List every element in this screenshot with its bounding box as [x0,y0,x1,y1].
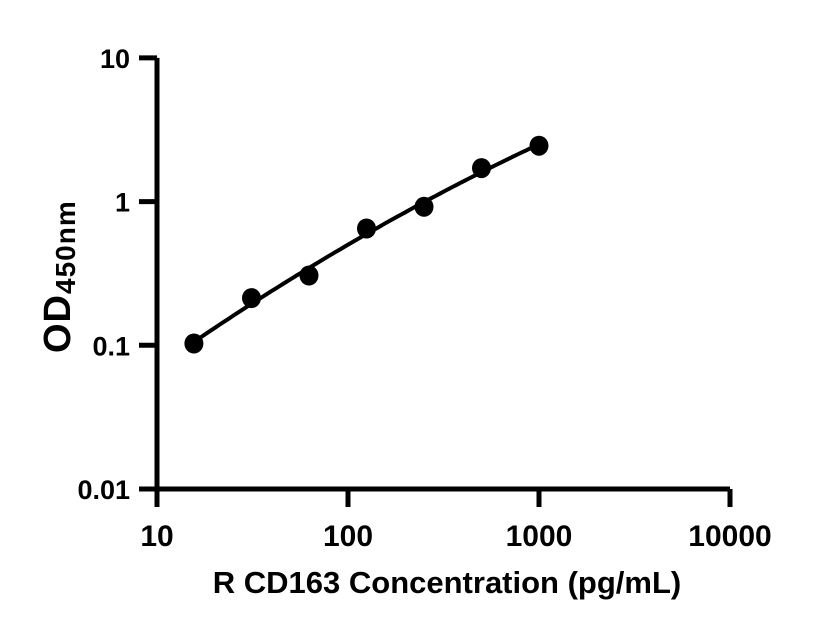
x-tick-label: 10 [140,520,173,553]
y-tick-label: 0.01 [77,475,130,505]
x-tick-label: 100 [323,520,373,553]
data-point [184,333,204,354]
plot-area [184,135,549,354]
x-tick-label: 10000 [688,520,771,553]
y-tick-label: 0.1 [92,331,130,361]
x-tick-label: 1000 [506,520,573,553]
axes [154,57,730,492]
y-axis-title-subscript: 450nm [50,200,81,294]
y-tick-label: 1 [115,188,130,218]
y-axis-title: OD450nm [37,200,81,353]
data-point [414,196,434,217]
tick-labels: 10 100 1000 10000 10 1 0.1 0.01 [77,44,771,553]
data-point [529,135,549,156]
axis-spine [154,57,730,492]
y-tick-label: 10 [100,44,130,74]
data-point [357,218,376,239]
y-axis-title-main: OD [37,294,79,353]
x-axis-title: R CD163 Concentration (pg/mL) [213,565,681,600]
data-point [242,288,261,309]
data-point [472,158,491,179]
data-point [299,265,319,286]
axis-ticks [139,55,733,507]
